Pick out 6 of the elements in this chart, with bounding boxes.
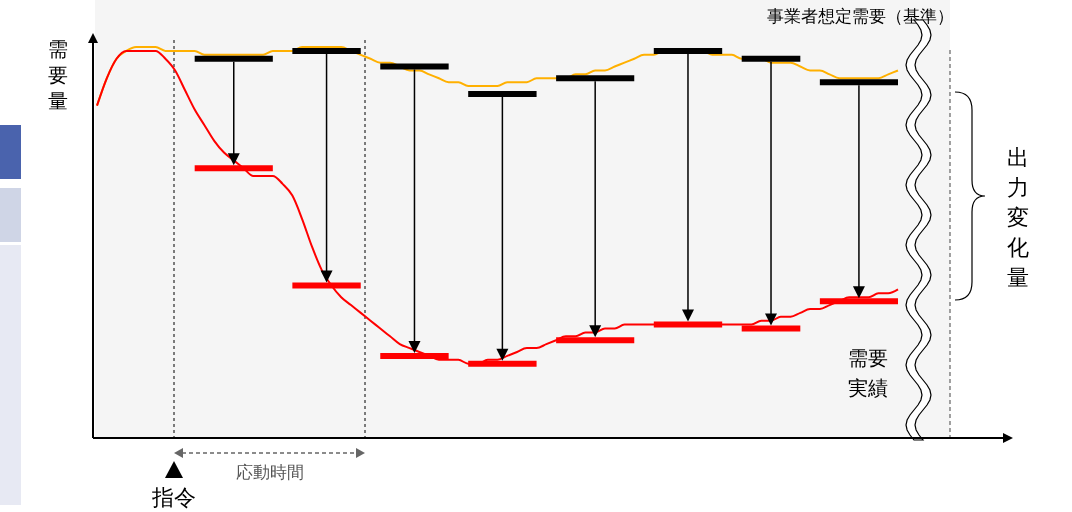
text: 指令	[151, 485, 196, 510]
series-label: 事業者想定需要（基準）	[766, 6, 954, 26]
text: 応動時間	[236, 462, 304, 482]
text: 需要実績	[848, 346, 888, 400]
text: 出力変化量	[1007, 145, 1029, 290]
y-axis-title: 需要量	[48, 37, 68, 113]
